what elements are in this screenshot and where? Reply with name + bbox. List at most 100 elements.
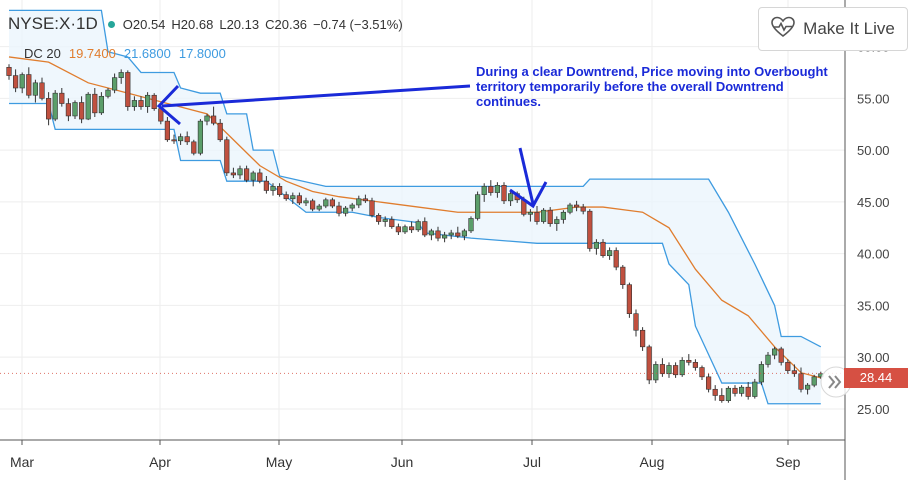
candle-body: [428, 230, 435, 236]
candle-body: [606, 250, 613, 257]
candle-body: [98, 95, 104, 114]
candle-body: [435, 230, 441, 239]
x-tick-label: Jun: [391, 454, 414, 470]
candle-body: [204, 115, 210, 122]
candle-body: [191, 141, 197, 154]
candle-body: [488, 186, 494, 193]
candle-body: [369, 200, 375, 216]
candle-body: [65, 103, 71, 117]
candle-body: [567, 204, 573, 213]
make-it-live-label: Make It Live: [803, 19, 895, 38]
candle-body: [686, 359, 692, 363]
candle-body: [554, 219, 560, 224]
candle-body: [270, 186, 276, 191]
x-tick-label: Mar: [10, 454, 34, 470]
candle-body: [527, 211, 533, 215]
candle-body: [217, 122, 223, 141]
candle-body: [52, 92, 58, 120]
candle-body: [639, 329, 646, 348]
candle-body: [725, 387, 731, 401]
candle-body: [785, 362, 791, 371]
candle-body: [230, 172, 237, 176]
y-tick-label: 55.00: [857, 91, 890, 106]
candle-body: [45, 98, 52, 120]
candle-body: [276, 186, 283, 195]
candle-body: [745, 386, 751, 397]
candle-body: [791, 370, 797, 375]
candle-body: [732, 387, 738, 394]
candle-body: [738, 386, 745, 394]
symbol-text: NYSE:X: [8, 14, 71, 33]
candle-body: [323, 199, 329, 207]
candle-body: [804, 384, 811, 390]
candle-body: [118, 72, 124, 78]
candle-body: [6, 66, 12, 76]
annotation-arrow-line: [518, 147, 535, 205]
candle-body: [26, 74, 32, 96]
candle-body: [59, 92, 65, 104]
candle-body: [336, 205, 342, 214]
candle-body: [402, 226, 408, 233]
open-value: O20.54: [122, 17, 166, 32]
candle-body: [692, 362, 698, 368]
candle-body: [263, 180, 270, 191]
donchian-upper-line: [9, 9, 822, 348]
heart-pulse-icon: [771, 16, 795, 43]
candle-body: [237, 168, 243, 176]
symbol-label[interactable]: NYSE:X·1D: [8, 14, 98, 33]
candle-body: [547, 209, 553, 224]
candle-body: [382, 219, 388, 222]
candle-body: [659, 364, 665, 375]
candle-body: [666, 365, 672, 375]
last-price-tag: 28.44: [844, 368, 908, 388]
candle-body: [224, 139, 230, 174]
y-tick-label: 40.00: [857, 247, 890, 262]
candle-body: [105, 89, 111, 97]
annotation-text: During a clear Downtrend, Price moving i…: [476, 64, 828, 109]
symbol-legend: NYSE:X·1D O20.54 H20.68 L20.13 C20.36 −0…: [8, 14, 409, 34]
make-it-live-button[interactable]: Make It Live: [758, 7, 908, 51]
candle-body: [303, 200, 309, 204]
candle-body: [758, 364, 764, 383]
candle-body: [32, 82, 38, 96]
candle-body: [389, 219, 395, 228]
y-tick-label: 30.00: [857, 350, 890, 365]
candle-body: [534, 211, 540, 222]
candle-body: [468, 218, 474, 232]
candle-body: [705, 376, 712, 390]
candle-body: [653, 364, 659, 381]
candle-body: [765, 354, 771, 365]
candle-body: [309, 200, 316, 210]
x-tick-label: Apr: [149, 454, 171, 470]
y-tick-label: 45.00: [857, 195, 890, 210]
candle-body: [573, 204, 580, 208]
candle-body: [342, 207, 349, 214]
candle-body: [296, 195, 303, 204]
candle-body: [679, 359, 685, 376]
candle-body: [408, 226, 415, 231]
candle-body: [164, 120, 171, 141]
high-value: H20.68: [171, 17, 214, 32]
candle-body: [501, 185, 507, 202]
indicator-lower-value: 17.8000: [178, 46, 226, 61]
candle-body: [587, 210, 593, 249]
candle-body: [560, 211, 566, 220]
candle-body: [257, 172, 263, 182]
indicator-basis-value: 19.7400: [68, 46, 116, 61]
indicator-legend[interactable]: DC 20 19.7400 21.6800 17.8000: [24, 46, 234, 61]
candle-body: [613, 250, 619, 268]
y-tick-label: 35.00: [857, 298, 890, 313]
candle-body: [507, 193, 514, 202]
candle-body: [600, 241, 606, 257]
y-tick-label: 25.00: [857, 402, 890, 417]
low-value: L20.13: [219, 17, 260, 32]
candle-body: [719, 395, 725, 401]
candle-body: [283, 194, 289, 200]
candle-body: [699, 367, 705, 378]
candle-body: [752, 381, 758, 397]
candle-body: [580, 206, 586, 212]
candle-body: [474, 194, 481, 219]
candle-body: [92, 93, 98, 114]
candle-body: [184, 136, 190, 143]
